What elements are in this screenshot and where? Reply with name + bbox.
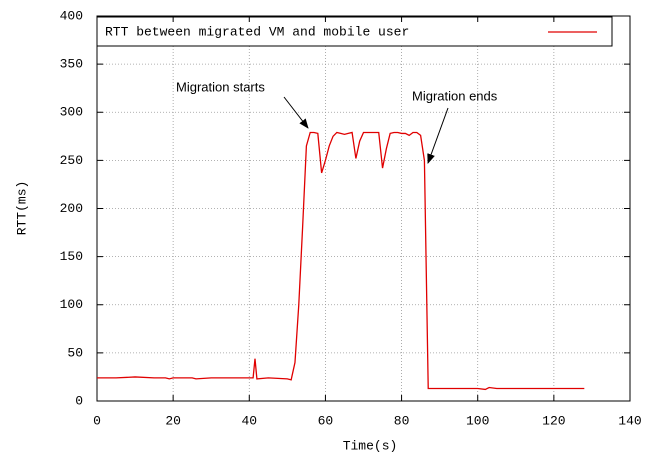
y-tick-label: 300 (60, 105, 83, 120)
y-tick-label: 350 (60, 57, 83, 72)
data-line (97, 131, 585, 391)
annotation: Migration ends (412, 88, 498, 103)
y-axis-label: RTT(ms) (14, 181, 29, 236)
y-tick-label: 100 (60, 297, 83, 312)
x-tick-label: 40 (241, 413, 257, 428)
x-tick-label: 100 (466, 413, 489, 428)
grid (96, 15, 631, 402)
y-tick-label: 200 (60, 201, 83, 216)
annotation: Migration starts (176, 79, 265, 94)
y-tick-label: 400 (60, 8, 83, 23)
x-tick-label: 120 (542, 413, 565, 428)
x-tick-label: 0 (93, 413, 101, 428)
x-axis-label: Time(s) (343, 438, 398, 453)
x-tick-label: 140 (618, 413, 641, 428)
y-tick-label: 0 (75, 393, 83, 408)
y-tick-label: 250 (60, 153, 83, 168)
annotation-arrow (283, 96, 309, 129)
y-tick-label: 150 (60, 249, 83, 264)
x-tick-label: 20 (165, 413, 181, 428)
legend-box (96, 16, 613, 47)
annotation-arrow (427, 107, 449, 164)
legend-label: RTT between migrated VM and mobile user (105, 24, 409, 39)
x-tick-label: 60 (318, 413, 334, 428)
x-tick-label: 80 (394, 413, 410, 428)
y-tick-label: 50 (67, 345, 83, 360)
